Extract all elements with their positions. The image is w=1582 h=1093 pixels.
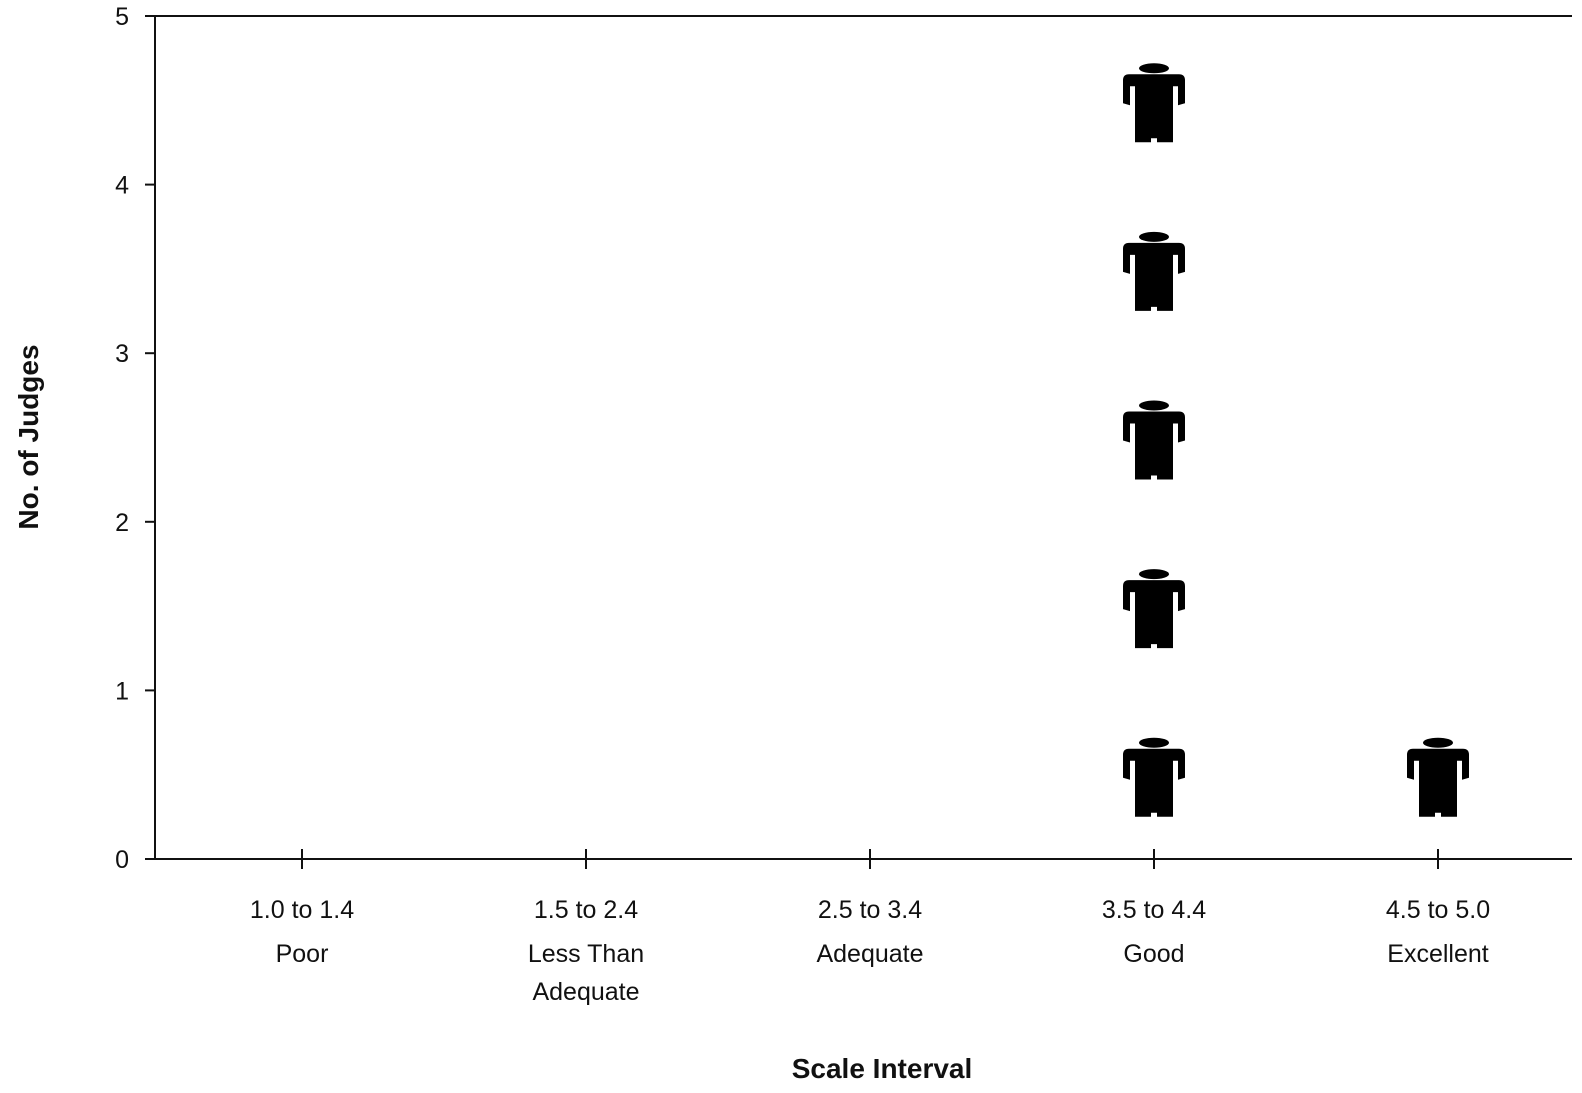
y-tick-label: 4	[115, 172, 129, 200]
x-tick-range-label: 4.5 to 5.0	[1386, 896, 1490, 924]
y-axis-title: No. of Judges	[13, 344, 44, 529]
person-icon	[1123, 63, 1185, 143]
person-icon	[1123, 737, 1185, 817]
plot-area	[154, 15, 1572, 860]
x-axis: 1.0 to 1.4 Poor 1.5 to 2.4 Less Than Adequat…	[250, 849, 1490, 1006]
person-icon	[1123, 569, 1185, 649]
y-tick-label: 3	[115, 340, 129, 368]
y-tick-label: 0	[115, 846, 129, 874]
x-tick-category-label: Excellent	[1387, 940, 1488, 968]
person-icon	[1123, 231, 1185, 311]
y-axis: 0 1 2 3 4 5	[115, 3, 155, 874]
x-tick-range-label: 3.5 to 4.4	[1102, 896, 1206, 924]
data-markers	[1123, 63, 1469, 817]
x-tick-range-label: 1.5 to 2.4	[534, 896, 638, 924]
y-tick-label: 1	[115, 677, 129, 705]
x-axis-title: Scale Interval	[792, 1053, 973, 1084]
x-tick-range-label: 1.0 to 1.4	[250, 896, 354, 924]
y-tick-label: 5	[115, 3, 129, 31]
y-tick-label: 2	[115, 509, 129, 537]
x-tick-category-label: Adequate	[816, 940, 923, 968]
x-tick-category-label: Less Than	[528, 940, 644, 968]
x-tick-category-label: Adequate	[532, 978, 639, 1006]
x-tick-range-label: 2.5 to 3.4	[818, 896, 922, 924]
person-icon	[1123, 400, 1185, 480]
person-icon	[1407, 737, 1469, 817]
x-tick-category-label: Poor	[276, 940, 329, 968]
x-tick-category-label: Good	[1123, 940, 1184, 968]
